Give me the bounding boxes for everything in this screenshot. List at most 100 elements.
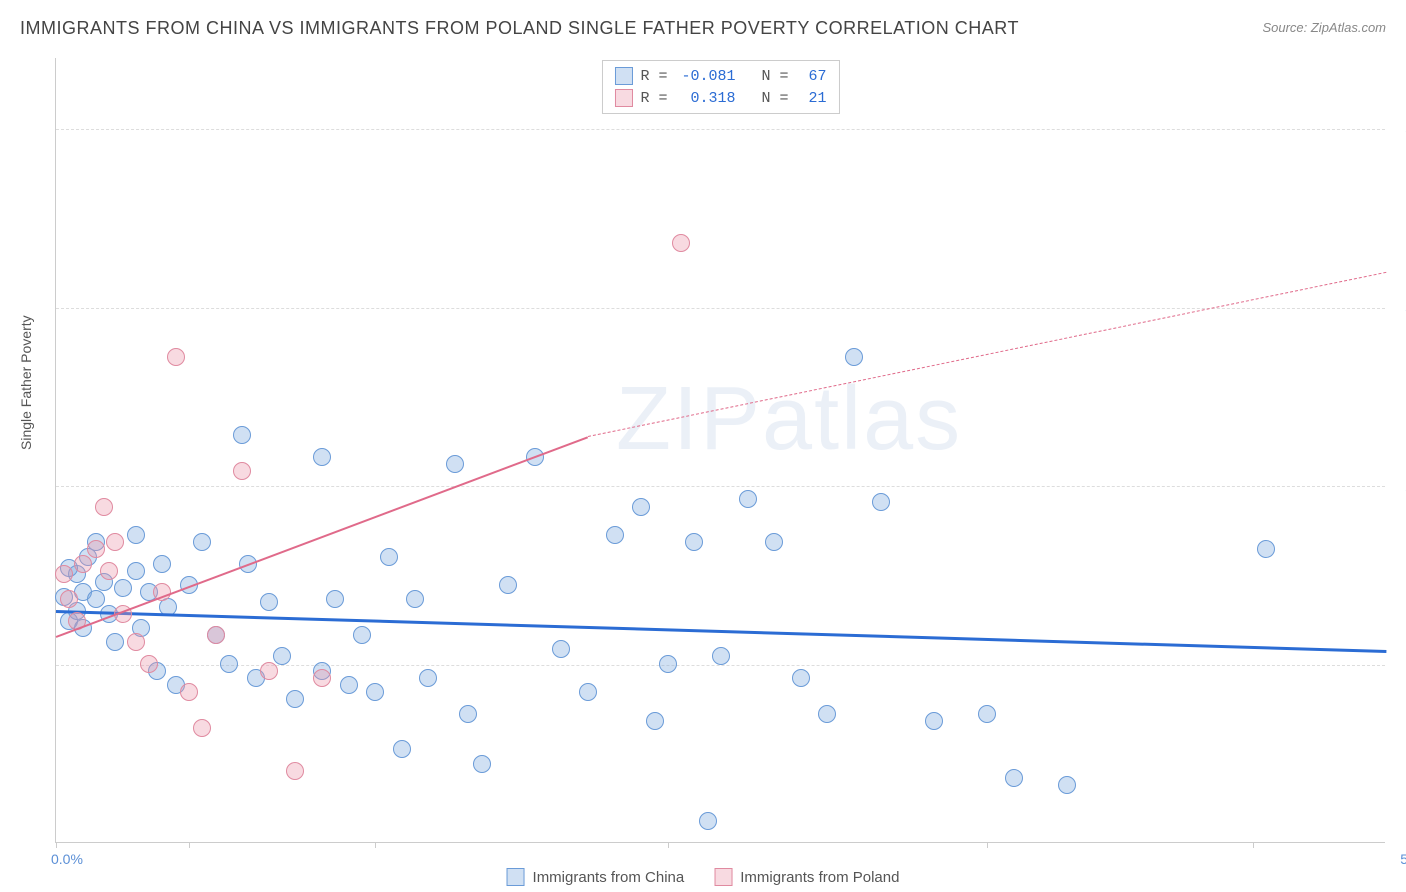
legend-label: Immigrants from Poland (740, 869, 899, 886)
scatter-point (606, 526, 624, 544)
scatter-point (1005, 769, 1023, 787)
legend-r-value: -0.081 (676, 68, 736, 85)
scatter-point (406, 590, 424, 608)
y-tick-label: 37.5% (1390, 300, 1406, 316)
scatter-point (353, 626, 371, 644)
y-tick-label: 50.0% (1390, 121, 1406, 137)
scatter-point (818, 705, 836, 723)
x-tick-mark (1253, 842, 1254, 848)
scatter-point (193, 719, 211, 737)
series-legend: Immigrants from China Immigrants from Pol… (507, 868, 900, 886)
x-tick-label-min: 0.0% (51, 851, 83, 867)
scatter-point (95, 498, 113, 516)
scatter-point (659, 655, 677, 673)
scatter-point (792, 669, 810, 687)
y-tick-label: 25.0% (1390, 478, 1406, 494)
scatter-point (712, 647, 730, 665)
legend-n-label: N = (744, 90, 789, 107)
gridline (56, 129, 1385, 130)
scatter-point (207, 626, 225, 644)
legend-swatch (614, 67, 632, 85)
scatter-point (106, 633, 124, 651)
y-axis-label: Single Father Poverty (18, 315, 34, 450)
scatter-point (153, 555, 171, 573)
scatter-point (286, 690, 304, 708)
scatter-point (340, 676, 358, 694)
scatter-point (552, 640, 570, 658)
scatter-point (326, 590, 344, 608)
x-tick-mark (189, 842, 190, 848)
legend-row: R = -0.081 N = 67 (614, 65, 826, 87)
gridline (56, 486, 1385, 487)
correlation-legend: R = -0.081 N = 67R = 0.318 N = 21 (601, 60, 839, 114)
trend-line (588, 272, 1386, 437)
scatter-point (233, 462, 251, 480)
legend-row: R = 0.318 N = 21 (614, 87, 826, 109)
scatter-point (380, 548, 398, 566)
scatter-point (925, 712, 943, 730)
scatter-point (100, 562, 118, 580)
legend-swatch (614, 89, 632, 107)
scatter-point (87, 540, 105, 558)
chart-plot-area: ZIPatlas R = -0.081 N = 67R = 0.318 N = … (55, 58, 1385, 843)
scatter-point (180, 683, 198, 701)
scatter-point (127, 526, 145, 544)
y-tick-label: 12.5% (1390, 657, 1406, 673)
scatter-point (313, 669, 331, 687)
legend-n-value: 67 (797, 68, 827, 85)
scatter-point (106, 533, 124, 551)
scatter-point (579, 683, 597, 701)
scatter-point (127, 633, 145, 651)
x-tick-mark (375, 842, 376, 848)
x-tick-label-max: 50.0% (1400, 851, 1406, 867)
scatter-point (127, 562, 145, 580)
legend-n-value: 21 (797, 90, 827, 107)
scatter-point (765, 533, 783, 551)
scatter-point (193, 533, 211, 551)
scatter-point (273, 647, 291, 665)
legend-item: Immigrants from Poland (714, 868, 899, 886)
scatter-point (473, 755, 491, 773)
scatter-point (313, 448, 331, 466)
x-tick-mark (668, 842, 669, 848)
source-attribution: Source: ZipAtlas.com (1262, 20, 1386, 35)
scatter-point (419, 669, 437, 687)
scatter-point (685, 533, 703, 551)
x-tick-mark (987, 842, 988, 848)
scatter-point (978, 705, 996, 723)
scatter-point (74, 555, 92, 573)
scatter-point (646, 712, 664, 730)
scatter-point (55, 565, 73, 583)
scatter-point (845, 348, 863, 366)
scatter-point (167, 348, 185, 366)
scatter-point (872, 493, 890, 511)
legend-n-label: N = (744, 68, 789, 85)
scatter-point (114, 579, 132, 597)
scatter-point (87, 590, 105, 608)
legend-label: Immigrants from China (533, 869, 685, 886)
scatter-point (220, 655, 238, 673)
scatter-point (672, 234, 690, 252)
scatter-point (499, 576, 517, 594)
scatter-point (1257, 540, 1275, 558)
chart-title: IMMIGRANTS FROM CHINA VS IMMIGRANTS FROM… (20, 18, 1019, 39)
scatter-point (739, 490, 757, 508)
scatter-point (233, 426, 251, 444)
scatter-point (446, 455, 464, 473)
scatter-point (60, 590, 78, 608)
gridline (56, 308, 1385, 309)
scatter-point (632, 498, 650, 516)
legend-swatch (507, 868, 525, 886)
scatter-point (140, 655, 158, 673)
scatter-point (393, 740, 411, 758)
x-tick-mark (56, 842, 57, 848)
legend-r-value: 0.318 (676, 90, 736, 107)
scatter-point (459, 705, 477, 723)
scatter-point (366, 683, 384, 701)
scatter-point (260, 662, 278, 680)
scatter-point (699, 812, 717, 830)
legend-r-label: R = (640, 68, 667, 85)
scatter-point (1058, 776, 1076, 794)
legend-swatch (714, 868, 732, 886)
scatter-point (260, 593, 278, 611)
